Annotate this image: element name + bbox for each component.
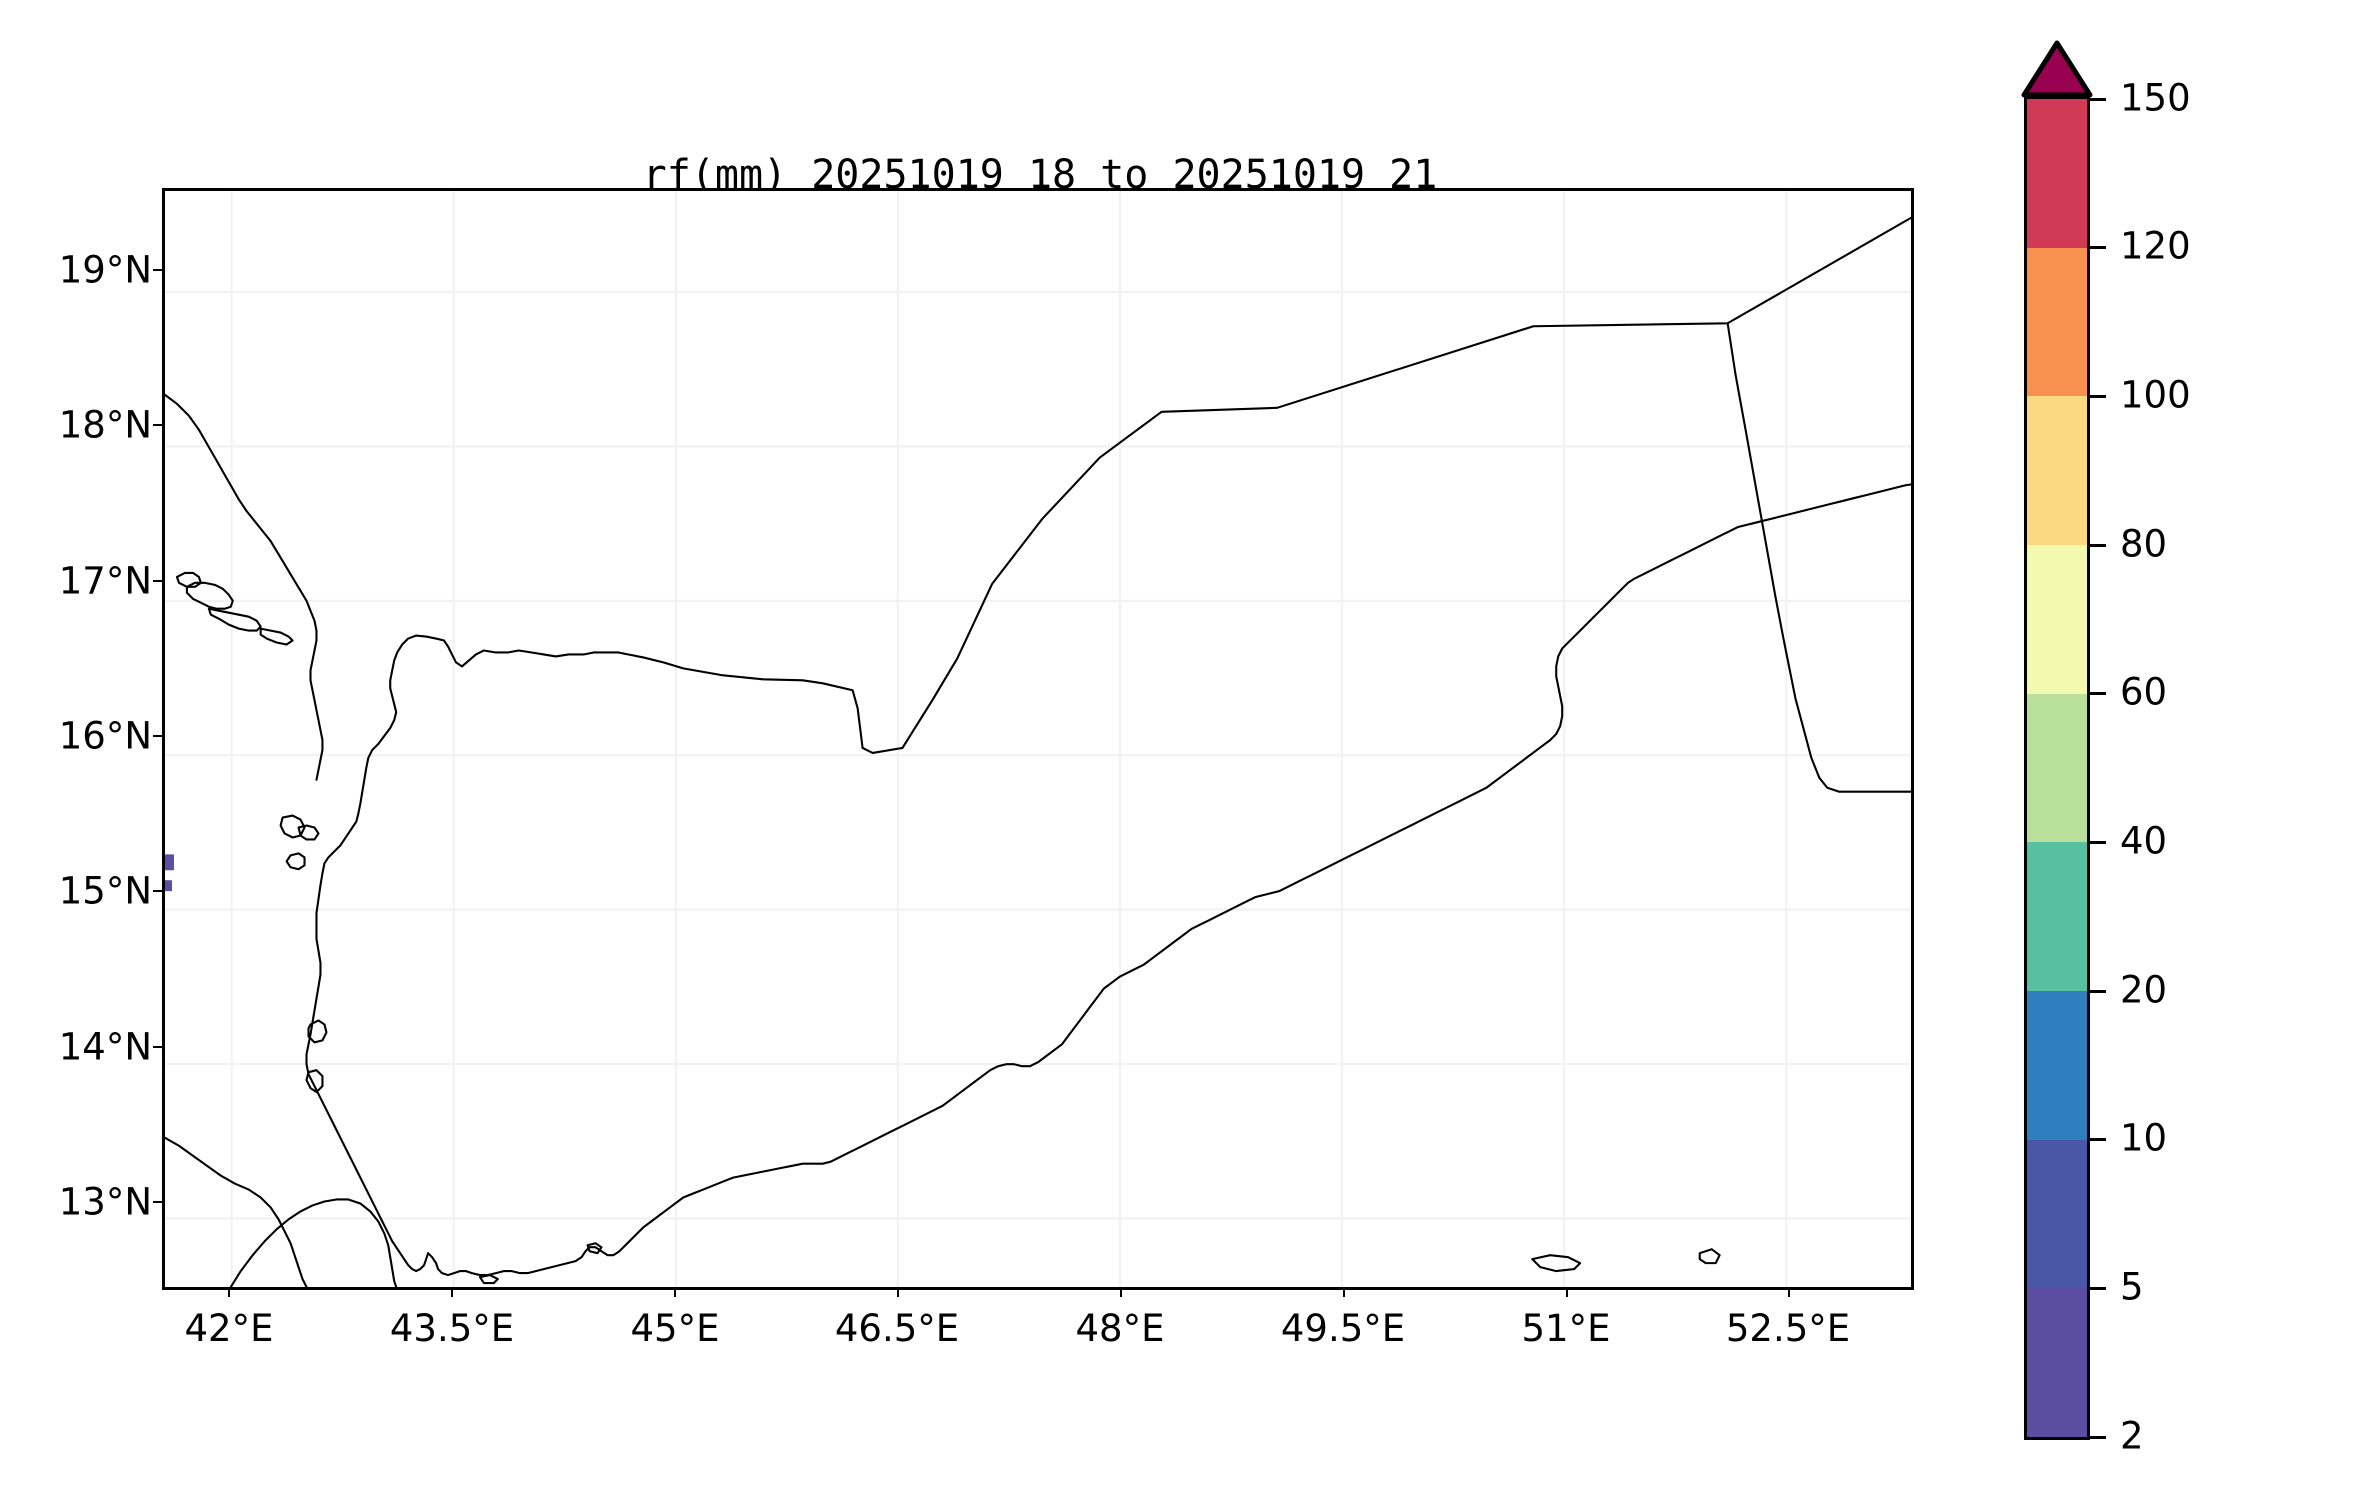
ytick-label-16N: 16°N (58, 714, 152, 758)
cb-band-100-120 (2027, 247, 2087, 397)
ytick-label-19N: 19°N (58, 248, 152, 292)
precipitation-field (165, 854, 174, 892)
cb-tick-label-80: 80 (2120, 522, 2168, 565)
xtick-label-45E: 45°E (630, 1307, 720, 1350)
xtick-label-48E: 48°E (1075, 1307, 1165, 1350)
cb-tick-label-2: 2 (2120, 1414, 2144, 1457)
xtick-mark-52-5E (1788, 1288, 1790, 1297)
ytick-mark-14N (153, 1046, 162, 1048)
cb-band-40-60 (2027, 693, 2087, 843)
ytick-mark-19N (153, 269, 162, 271)
xtick-label-49-5E: 49.5°E (1280, 1307, 1406, 1350)
colorbar-over-arrow (2021, 40, 2093, 98)
map-plot-area[interactable] (162, 188, 1914, 1290)
cb-tick-mark-10 (2090, 1138, 2106, 1142)
cb-tick-mark-150 (2090, 97, 2106, 101)
ytick-label-13N: 13°N (58, 1180, 152, 1224)
cb-band-120-150 (2027, 99, 2087, 248)
cb-tick-label-5: 5 (2120, 1265, 2144, 1309)
cb-band-5-10 (2027, 1139, 2087, 1289)
xtick-mark-45E (674, 1288, 676, 1297)
cb-band-80-100 (2027, 396, 2087, 545)
ytick-mark-15N (153, 890, 162, 892)
xtick-mark-48E (1120, 1288, 1122, 1297)
colorbar[interactable]: 150 120 100 80 60 40 20 10 5 2 (2021, 40, 2191, 1457)
xtick-label-46-5E: 46.5°E (834, 1307, 960, 1350)
cb-band-20-40 (2027, 842, 2087, 991)
xtick-mark-51E (1566, 1288, 1568, 1297)
cb-band-2-5 (2027, 1288, 2087, 1437)
ytick-label-17N: 17°N (58, 559, 152, 603)
xtick-label-43-5E: 43.5°E (389, 1307, 515, 1350)
xtick-label-42E: 42°E (184, 1307, 274, 1350)
xtick-mark-49-5E (1343, 1288, 1345, 1297)
cb-tick-label-60: 60 (2120, 670, 2168, 714)
cb-band-60-80 (2027, 545, 2087, 694)
cb-tick-label-120: 120 (2120, 224, 2191, 268)
cb-tick-mark-80 (2090, 543, 2106, 547)
cb-tick-mark-60 (2090, 692, 2106, 696)
cb-tick-mark-40 (2090, 840, 2106, 844)
ytick-label-15N: 15°N (58, 869, 152, 913)
xtick-label-52-5E: 52.5°E (1725, 1307, 1851, 1350)
coastline-and-borders (165, 216, 1911, 1287)
cb-tick-mark-20 (2090, 989, 2106, 993)
cb-tick-label-10: 10 (2120, 1116, 2168, 1160)
cb-band-10-20 (2027, 991, 2087, 1140)
cb-tick-label-150: 150 (2120, 76, 2191, 119)
xtick-mark-42E (228, 1288, 230, 1297)
cb-tick-mark-2 (2090, 1435, 2106, 1439)
ytick-mark-17N (153, 580, 162, 582)
cb-tick-label-20: 20 (2120, 968, 2168, 1011)
ytick-mark-16N (153, 735, 162, 737)
xtick-mark-43-5E (451, 1288, 453, 1297)
xtick-mark-46-5E (897, 1288, 899, 1297)
cb-tick-label-40: 40 (2120, 819, 2168, 863)
ytick-label-14N: 14°N (58, 1025, 152, 1069)
cb-tick-mark-100 (2090, 394, 2106, 398)
cb-tick-label-100: 100 (2120, 373, 2191, 417)
colorbar-bands (2024, 96, 2090, 1440)
cb-tick-mark-5 (2090, 1286, 2106, 1290)
xtick-label-51E: 51°E (1521, 1307, 1611, 1350)
cb-tick-mark-120 (2090, 246, 2106, 250)
ytick-mark-18N (153, 424, 162, 426)
ytick-label-18N: 18°N (58, 403, 152, 447)
map-gridlines (165, 191, 1911, 1287)
map-inner (165, 191, 1911, 1287)
ytick-mark-13N (153, 1201, 162, 1203)
